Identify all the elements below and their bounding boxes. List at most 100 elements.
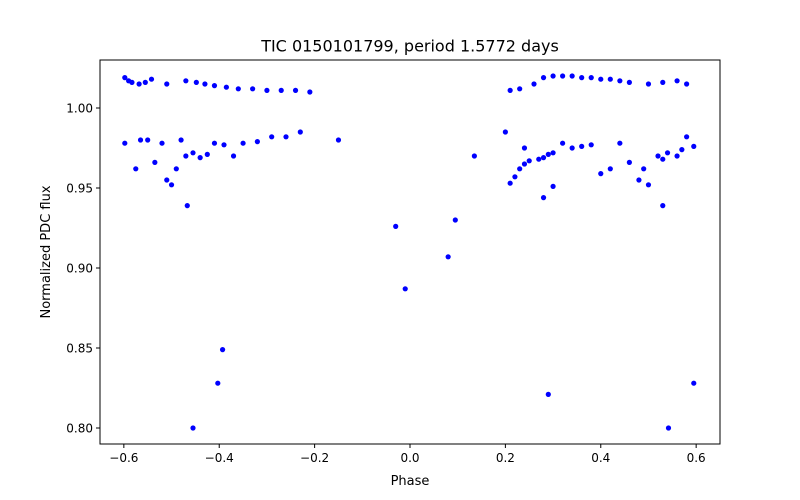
data-point	[335, 137, 342, 143]
data-point	[517, 86, 523, 92]
data-point	[164, 177, 170, 183]
data-point	[173, 166, 179, 172]
x-tick-label: 0.2	[496, 451, 515, 465]
data-point	[679, 147, 685, 153]
data-point	[159, 140, 165, 146]
data-point	[636, 177, 642, 183]
y-tick-label: 0.90	[66, 262, 93, 276]
data-point	[660, 156, 666, 162]
data-point	[145, 137, 151, 143]
data-point	[202, 81, 208, 87]
y-axis-label: Normalized PDC flux	[39, 185, 54, 318]
data-point	[588, 75, 594, 81]
chart-title: TIC 0150101799, period 1.5772 days	[260, 37, 559, 56]
data-point	[502, 129, 508, 135]
x-tick-label: −0.4	[205, 451, 234, 465]
data-point	[531, 81, 537, 87]
x-axis-ticks: −0.6 −0.4 −0.2 0.0 0.2 0.4 0.6	[109, 444, 706, 465]
data-point	[240, 140, 246, 146]
data-point	[521, 161, 528, 167]
data-point	[193, 79, 199, 85]
data-point	[550, 150, 556, 156]
data-point	[269, 134, 275, 140]
data-point	[645, 182, 652, 188]
data-point	[445, 254, 451, 260]
data-point	[142, 79, 148, 85]
data-point	[569, 145, 575, 151]
data-point	[540, 75, 547, 81]
x-axis-label: Phase	[391, 474, 430, 489]
data-point	[684, 134, 690, 140]
y-tick-label: 1.00	[66, 102, 93, 116]
data-point	[569, 73, 575, 79]
data-point	[517, 166, 523, 172]
data-point	[579, 75, 585, 81]
data-point	[617, 140, 623, 146]
data-point	[660, 203, 666, 209]
data-point	[122, 140, 128, 146]
data-point	[148, 76, 155, 82]
data-point	[645, 81, 652, 87]
data-point	[137, 137, 144, 143]
data-point	[264, 87, 270, 93]
data-point	[183, 78, 189, 84]
data-point	[452, 217, 458, 223]
data-point	[598, 76, 604, 82]
data-point	[219, 347, 226, 353]
data-point	[607, 166, 613, 172]
data-point	[691, 380, 697, 386]
y-tick-label: 0.95	[66, 182, 93, 196]
y-tick-label: 0.80	[66, 422, 93, 436]
data-point	[152, 159, 158, 165]
data-point	[122, 75, 128, 81]
data-point	[221, 142, 227, 148]
data-point	[674, 153, 680, 159]
data-point	[684, 81, 690, 87]
y-tick-label: 0.85	[66, 342, 93, 356]
data-point	[183, 153, 189, 159]
scatter-points	[122, 73, 697, 431]
data-point	[129, 79, 135, 85]
data-point	[626, 159, 632, 165]
data-point	[254, 139, 260, 145]
data-point	[235, 86, 241, 92]
data-point	[540, 195, 547, 201]
data-point	[507, 180, 513, 186]
data-point	[215, 380, 221, 386]
data-point	[393, 223, 399, 229]
x-tick-label: 0.0	[400, 451, 419, 465]
data-point	[190, 150, 196, 156]
plot-frame	[99, 59, 721, 445]
data-point	[223, 84, 229, 90]
data-point	[536, 156, 542, 162]
data-point	[136, 81, 142, 87]
data-point	[545, 151, 551, 157]
data-point	[607, 76, 613, 82]
data-point	[168, 182, 175, 188]
data-point	[507, 87, 513, 93]
data-point	[211, 140, 218, 146]
data-point	[655, 153, 661, 159]
data-point	[512, 174, 518, 180]
data-point	[550, 73, 556, 79]
data-point	[691, 143, 697, 149]
data-point	[471, 153, 477, 159]
x-tick-label: −0.6	[109, 451, 138, 465]
data-point	[526, 158, 532, 164]
data-point	[560, 140, 566, 146]
data-point	[250, 86, 256, 92]
data-point	[230, 153, 237, 159]
x-tick-label: 0.6	[687, 451, 706, 465]
data-point	[278, 87, 284, 93]
data-point	[184, 203, 190, 209]
data-point	[641, 166, 647, 172]
data-point	[617, 78, 623, 84]
data-point	[674, 78, 680, 84]
data-point	[164, 81, 170, 87]
y-axis-ticks: 0.80 0.85 0.90 0.95 1.00	[66, 102, 100, 436]
data-point	[211, 83, 218, 89]
data-point	[297, 129, 303, 135]
x-tick-label: 0.4	[591, 451, 610, 465]
data-point	[540, 155, 547, 161]
data-point	[545, 391, 551, 397]
